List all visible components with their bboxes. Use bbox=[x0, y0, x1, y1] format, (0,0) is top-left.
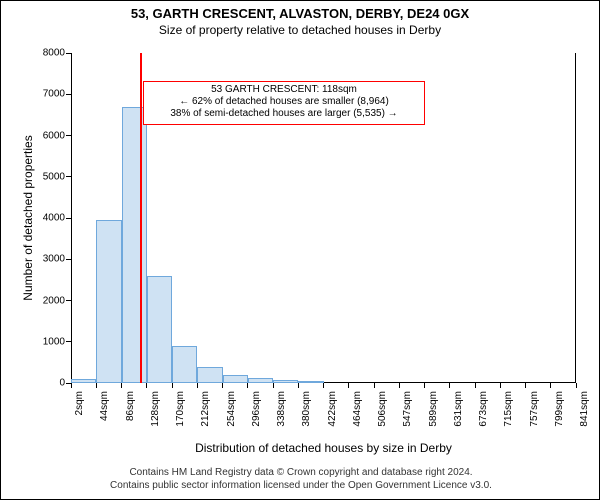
x-tick bbox=[222, 383, 223, 388]
x-tick bbox=[424, 383, 425, 388]
x-tick bbox=[323, 383, 324, 388]
x-tick-label: 338sqm bbox=[276, 391, 287, 441]
histogram-bar bbox=[147, 276, 172, 383]
annotation-line: 53 GARTH CRESCENT: 118sqm bbox=[148, 84, 420, 96]
x-tick-label: 631sqm bbox=[453, 391, 464, 441]
property-marker-line bbox=[140, 53, 142, 383]
x-tick-label: 44sqm bbox=[99, 391, 110, 441]
x-tick-label: 422sqm bbox=[327, 391, 338, 441]
histogram-bar bbox=[71, 379, 96, 383]
x-tick bbox=[96, 383, 97, 388]
chart-subtitle: Size of property relative to detached ho… bbox=[1, 24, 599, 38]
y-tick bbox=[66, 135, 71, 136]
x-tick-label: 212sqm bbox=[200, 391, 211, 441]
attribution-footer: Contains HM Land Registry data © Crown c… bbox=[1, 467, 600, 492]
histogram-bar bbox=[172, 346, 197, 383]
x-tick bbox=[172, 383, 173, 388]
x-tick-label: 589sqm bbox=[428, 391, 439, 441]
x-tick-label: 547sqm bbox=[402, 391, 413, 441]
histogram-bar bbox=[96, 220, 121, 383]
histogram-bar bbox=[248, 378, 273, 383]
x-tick bbox=[449, 383, 450, 388]
x-tick bbox=[71, 383, 72, 388]
x-tick bbox=[576, 383, 577, 388]
x-tick-label: 296sqm bbox=[251, 391, 262, 441]
x-tick-label: 673sqm bbox=[478, 391, 489, 441]
x-tick-label: 128sqm bbox=[150, 391, 161, 441]
histogram-bar bbox=[298, 381, 323, 383]
x-tick-label: 254sqm bbox=[226, 391, 237, 441]
x-tick-label: 757sqm bbox=[529, 391, 540, 441]
annotation-line: ← 62% of detached houses are smaller (8,… bbox=[148, 96, 420, 108]
footer-line-2: Contains public sector information licen… bbox=[1, 480, 600, 493]
x-tick-label: 170sqm bbox=[175, 391, 186, 441]
x-tick bbox=[197, 383, 198, 388]
x-tick-label: 799sqm bbox=[554, 391, 565, 441]
x-tick-label: 380sqm bbox=[301, 391, 312, 441]
x-tick bbox=[550, 383, 551, 388]
y-tick bbox=[66, 176, 71, 177]
x-tick-label: 841sqm bbox=[579, 391, 590, 441]
right-axis bbox=[575, 53, 576, 383]
x-tick-label: 86sqm bbox=[125, 391, 136, 441]
plot-area: 0100020003000400050006000700080002sqm44s… bbox=[71, 53, 576, 383]
histogram-bar bbox=[273, 380, 298, 383]
x-tick bbox=[247, 383, 248, 388]
histogram-bar bbox=[197, 367, 222, 384]
y-tick bbox=[66, 341, 71, 342]
y-tick bbox=[66, 218, 71, 219]
y-tick bbox=[66, 300, 71, 301]
x-tick bbox=[399, 383, 400, 388]
x-tick-label: 2sqm bbox=[74, 391, 85, 441]
x-tick bbox=[298, 383, 299, 388]
x-axis-label: Distribution of detached houses by size … bbox=[71, 441, 576, 455]
x-tick bbox=[146, 383, 147, 388]
y-tick bbox=[66, 259, 71, 260]
annotation-box: 53 GARTH CRESCENT: 118sqm← 62% of detach… bbox=[143, 81, 425, 125]
annotation-line: 38% of semi-detached houses are larger (… bbox=[148, 108, 420, 120]
x-tick bbox=[273, 383, 274, 388]
x-tick bbox=[374, 383, 375, 388]
y-tick bbox=[66, 53, 71, 54]
histogram-bar bbox=[223, 375, 248, 383]
x-tick bbox=[475, 383, 476, 388]
x-tick bbox=[525, 383, 526, 388]
x-tick-label: 715sqm bbox=[503, 391, 514, 441]
histogram-bar bbox=[122, 107, 147, 383]
footer-line-1: Contains HM Land Registry data © Crown c… bbox=[1, 467, 600, 480]
chart-frame: 53, GARTH CRESCENT, ALVASTON, DERBY, DE2… bbox=[0, 0, 600, 500]
y-tick bbox=[66, 94, 71, 95]
x-tick bbox=[348, 383, 349, 388]
x-tick bbox=[121, 383, 122, 388]
left-axis bbox=[71, 53, 72, 383]
x-tick-label: 464sqm bbox=[352, 391, 363, 441]
x-tick-label: 506sqm bbox=[377, 391, 388, 441]
x-tick bbox=[500, 383, 501, 388]
y-axis-label: Number of detached properties bbox=[21, 53, 35, 383]
chart-title: 53, GARTH CRESCENT, ALVASTON, DERBY, DE2… bbox=[1, 7, 599, 22]
